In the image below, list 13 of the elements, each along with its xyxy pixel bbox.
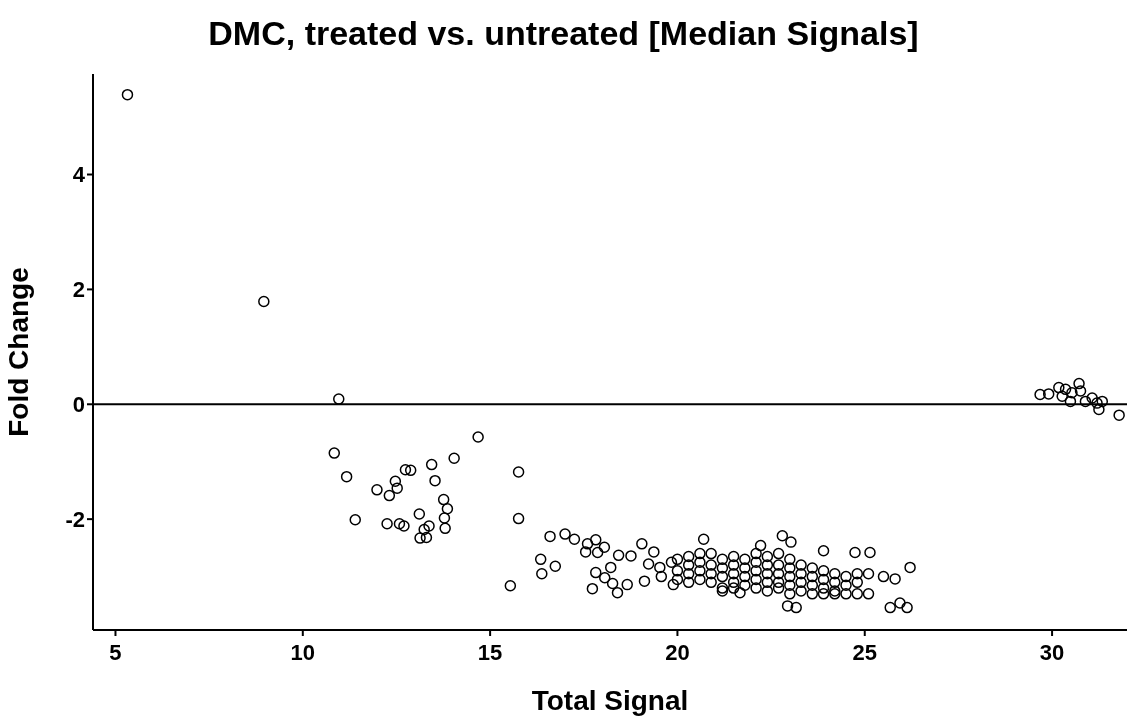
x-tick-label: 20 (665, 639, 690, 665)
y-tick-label: 0 (72, 392, 85, 418)
y-tick-label: 4 (72, 162, 86, 188)
y-axis-title: Fold Change (2, 267, 34, 437)
x-axis-title: Total Signal (531, 685, 689, 716)
y-tick-label: -2 (65, 506, 85, 532)
y-tick-label: 2 (72, 277, 85, 303)
x-tick-label: 10 (290, 639, 316, 665)
chart-title: DMC, treated vs. untreated [Median Signals] (207, 13, 920, 54)
x-tick-label: 15 (477, 639, 503, 665)
x-tick-label: 5 (109, 639, 122, 665)
x-tick-label: 30 (1039, 639, 1065, 665)
x-tick-label: 25 (852, 639, 877, 665)
